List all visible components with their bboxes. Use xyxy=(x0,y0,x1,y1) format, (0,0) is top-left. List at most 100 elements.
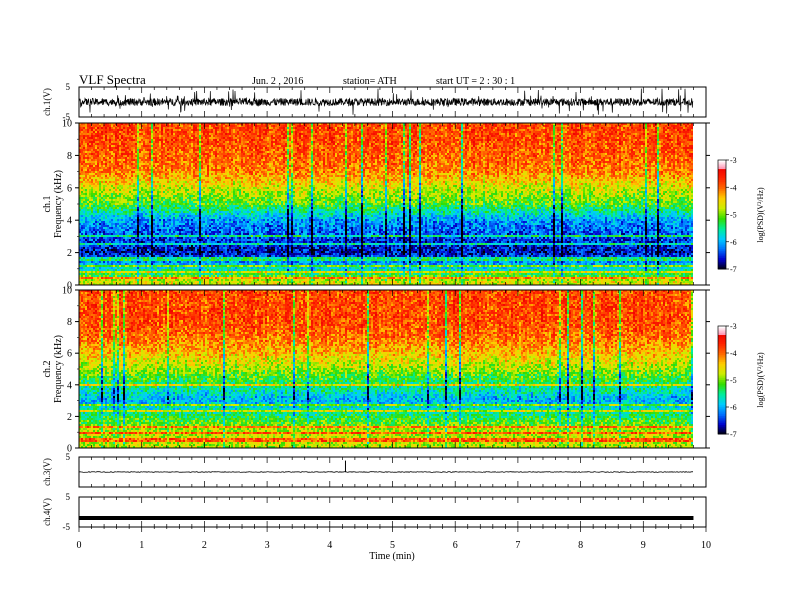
spectrogram-cell xyxy=(85,161,87,163)
spectrogram-cell xyxy=(83,275,85,277)
spectrogram-cell xyxy=(83,245,85,247)
spectrogram-cell xyxy=(89,277,91,279)
spectrogram-cell xyxy=(95,273,97,275)
spectrogram-cell xyxy=(101,167,103,169)
spectrogram-cell xyxy=(91,133,93,135)
spectrogram-cell xyxy=(93,199,95,201)
spectrogram-cell xyxy=(99,259,101,261)
spectrogram-cell xyxy=(101,187,103,189)
spectrogram-cell xyxy=(91,149,93,151)
spectrogram-cell xyxy=(95,229,97,231)
spectrogram-cell xyxy=(95,145,97,147)
spectrogram-cell xyxy=(87,201,89,203)
spectrogram-cell xyxy=(87,165,89,167)
spectrogram-cell xyxy=(87,217,89,219)
spectrogram-cell xyxy=(81,159,83,161)
spectrogram-cell xyxy=(101,193,103,195)
spectrogram-cell xyxy=(83,165,85,167)
spectrogram-cell xyxy=(83,253,85,255)
spectrogram-cell xyxy=(87,127,89,129)
spectrogram-cell xyxy=(99,225,101,227)
spectrogram-cell xyxy=(99,227,101,229)
spectrogram-cell xyxy=(93,133,95,135)
spectrogram-cell xyxy=(99,189,101,191)
spectrogram-cell xyxy=(99,181,101,183)
spectrogram-cell xyxy=(95,209,97,211)
spectrogram-cell xyxy=(83,219,85,221)
spectrogram-cell xyxy=(87,131,89,133)
spectrogram-cell xyxy=(91,239,93,241)
spectrogram-cell xyxy=(91,265,93,267)
spectrogram-cell xyxy=(87,203,89,205)
spectrogram-cell xyxy=(99,237,101,239)
spectrogram-cell xyxy=(95,249,97,251)
spectrogram-cell xyxy=(87,279,89,281)
spectrogram-cell xyxy=(83,149,85,151)
spectrogram-cell xyxy=(81,223,83,225)
spectrogram-cell xyxy=(87,125,89,127)
spectrogram-cell xyxy=(87,135,89,137)
spectrogram-cell xyxy=(89,181,91,183)
spectrogram-cell xyxy=(87,227,89,229)
spectrogram-cell xyxy=(93,261,95,263)
spectrogram-cell xyxy=(87,271,89,273)
spectrogram-cell xyxy=(83,259,85,261)
spectrogram-cell xyxy=(101,155,103,157)
spectrogram-cell xyxy=(81,177,83,179)
spectrogram-cell xyxy=(85,127,87,129)
spectrogram-cell xyxy=(97,233,99,235)
spectrogram-cell xyxy=(101,149,103,151)
spectrogram-cell xyxy=(97,177,99,179)
spectrogram-cell xyxy=(91,267,93,269)
spectrogram-cell xyxy=(97,237,99,239)
spectrogram-cell xyxy=(89,211,91,213)
spectrogram-cell xyxy=(85,257,87,259)
spectrogram-cell xyxy=(87,223,89,225)
spectrogram-cell xyxy=(81,179,83,181)
spectrogram-cell xyxy=(91,199,93,201)
spectrogram-cell xyxy=(89,187,91,189)
spectrogram-cell xyxy=(87,255,89,257)
spectrogram-cell xyxy=(95,171,97,173)
spectrogram-cell xyxy=(87,199,89,201)
spectrogram-cell xyxy=(99,211,101,213)
spectrogram-cell xyxy=(89,253,91,255)
spectrogram-cell xyxy=(89,153,91,155)
spectrogram-cell xyxy=(91,213,93,215)
spectrogram-cell xyxy=(93,271,95,273)
spectrogram-cell xyxy=(81,195,83,197)
spectrogram-cell xyxy=(83,147,85,149)
spectrogram-cell xyxy=(101,169,103,171)
spectrogram-cell xyxy=(95,197,97,199)
spectrogram-cell xyxy=(101,195,103,197)
spectrogram-cell xyxy=(91,183,93,185)
spectrogram-cell xyxy=(93,275,95,277)
spectrogram-cell xyxy=(81,225,83,227)
spectrogram-cell xyxy=(99,137,101,139)
spectrogram-cell xyxy=(93,253,95,255)
spectrogram-cell xyxy=(81,153,83,155)
spectrogram-cell xyxy=(91,163,93,165)
station-label: station= ATH xyxy=(343,76,397,87)
spectrogram-cell xyxy=(97,183,99,185)
spectrogram-cell xyxy=(97,137,99,139)
spectrogram-cell xyxy=(85,213,87,215)
spectrogram-cell xyxy=(95,253,97,255)
spectrogram-cell xyxy=(101,125,103,127)
spectrogram-cell xyxy=(95,131,97,133)
spectrogram-cell xyxy=(89,133,91,135)
spectrogram-cell xyxy=(87,177,89,179)
spectrogram-cell xyxy=(97,253,99,255)
spectrogram-cell xyxy=(81,267,83,269)
spectrogram-cell xyxy=(95,271,97,273)
spectrogram-cell xyxy=(97,185,99,187)
spectrogram-cell xyxy=(89,219,91,221)
spectrogram-cell xyxy=(89,189,91,191)
spectrogram-cell xyxy=(95,153,97,155)
spectrogram-cell xyxy=(89,279,91,281)
spectrogram-cell xyxy=(81,161,83,163)
spectrogram-cell xyxy=(95,257,97,259)
spectrogram-cell xyxy=(83,277,85,279)
spectrogram-cell xyxy=(93,231,95,233)
spectrogram-cell xyxy=(87,237,89,239)
